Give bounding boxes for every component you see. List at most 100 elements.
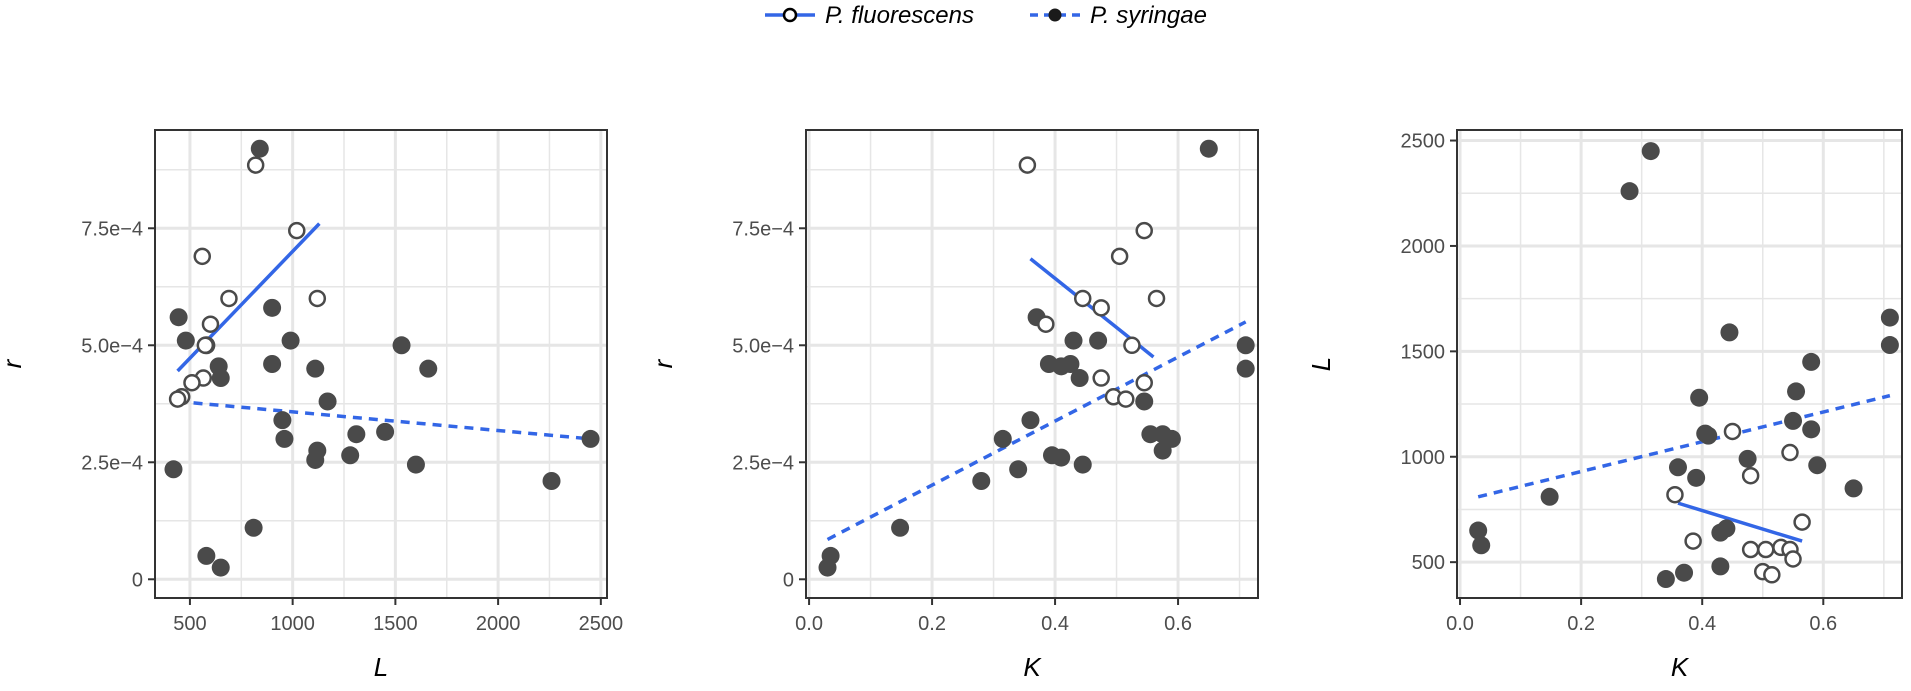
data-point-filled — [1711, 523, 1730, 542]
y-tick-label: 2500 — [1401, 131, 1446, 153]
y-tick-label: 7.5e−4 — [732, 218, 794, 240]
data-point-open — [220, 289, 238, 308]
x-tick-label: 500 — [173, 613, 206, 635]
x-tick-label: 1000 — [270, 613, 315, 635]
data-point-open — [1117, 390, 1135, 408]
data-point-open — [1037, 315, 1055, 333]
fit-line-syringae — [826, 320, 1247, 542]
data-point-filled — [341, 446, 360, 465]
x-axis-title: L — [374, 652, 388, 682]
data-point-filled — [1699, 426, 1718, 445]
gridlines — [806, 130, 1258, 598]
data-point-filled — [1540, 487, 1559, 506]
data-point-open — [1684, 532, 1702, 550]
series-fluorescens — [168, 156, 327, 408]
data-point-open — [1723, 422, 1742, 441]
gridlines — [155, 130, 607, 598]
x-tick-label: 0.0 — [795, 613, 823, 635]
data-point-filled — [306, 359, 325, 378]
data-point-filled — [392, 336, 411, 355]
y-tick-label: 2000 — [1401, 236, 1446, 258]
data-point-filled — [1064, 331, 1083, 350]
data-point-filled — [1472, 536, 1491, 555]
data-point-open — [1110, 247, 1129, 266]
y-axis-title: r — [0, 358, 27, 368]
data-point-open — [1763, 566, 1781, 584]
data-point-filled — [406, 455, 425, 474]
data-point-filled — [197, 546, 216, 565]
data-point-filled — [1668, 458, 1687, 477]
data-point-filled — [169, 308, 188, 327]
y-tick-label: 1000 — [1401, 447, 1446, 469]
data-point-filled — [1675, 563, 1694, 582]
data-point-filled — [1153, 441, 1172, 460]
legend-label-fluorescens: P. fluorescens — [825, 2, 974, 29]
data-point-filled — [1052, 448, 1071, 467]
data-point-filled — [1021, 411, 1040, 430]
y-tick-label: 5.0e−4 — [81, 335, 143, 357]
y-tick-label: 5.0e−4 — [732, 335, 794, 357]
data-point-open — [1135, 221, 1153, 240]
x-tick-label: 0.2 — [1567, 613, 1595, 635]
y-axis-title: L — [1306, 357, 1336, 371]
data-point-filled — [1089, 331, 1108, 350]
y-tick-label: 0 — [783, 569, 794, 591]
data-point-filled — [176, 331, 195, 350]
data-point-open — [1073, 289, 1092, 308]
x-axis-title: K — [1671, 652, 1690, 682]
data-point-filled — [1073, 455, 1092, 474]
x-tick-label: 1500 — [373, 613, 418, 635]
data-point-filled — [244, 518, 263, 537]
data-point-filled — [1620, 182, 1639, 201]
data-point-open — [196, 336, 215, 355]
data-point-filled — [1844, 479, 1863, 498]
data-point-filled — [1711, 557, 1730, 576]
legend-marker-open — [782, 7, 798, 23]
data-point-open — [1666, 485, 1684, 504]
chart-panel-1: 500 1000 1500 2000 2500 0 2.5e−4 5.0e−4 7.5e−4 Lr — [0, 129, 623, 682]
x-tick-label: 0.4 — [1041, 613, 1069, 635]
fit-line-fluorescens — [1677, 501, 1803, 543]
data-point-filled — [1236, 336, 1255, 355]
data-point-filled — [581, 429, 600, 448]
data-point-open — [1781, 443, 1799, 462]
data-point-filled — [1738, 449, 1757, 468]
data-point-open — [1757, 540, 1775, 559]
data-point-filled — [211, 369, 230, 388]
legend-item-fluorescens: P. fluorescens — [765, 2, 974, 29]
data-point-filled — [1469, 521, 1488, 540]
data-point-open — [1784, 550, 1802, 568]
data-point-filled — [1787, 382, 1806, 401]
data-point-filled — [1720, 323, 1739, 342]
data-point-filled — [275, 429, 294, 448]
data-point-filled — [1061, 355, 1080, 373]
data-point-open — [1147, 289, 1166, 308]
data-point-open — [1092, 299, 1110, 317]
data-point-open — [201, 315, 220, 333]
data-point-open — [1123, 336, 1141, 355]
legend-label-syringae: P. syringae — [1090, 2, 1207, 29]
data-point-filled — [281, 331, 300, 350]
data-point-filled — [1656, 570, 1675, 589]
plot-frame — [805, 129, 1259, 599]
data-point-filled — [1880, 308, 1899, 327]
legend-item-syringae: P. syringae — [1030, 2, 1207, 29]
series-fluorescens — [1018, 156, 1166, 408]
data-point-open — [1793, 513, 1811, 531]
data-point-filled — [250, 139, 269, 158]
data-point-filled — [993, 429, 1012, 448]
x-tick-label: 0.6 — [1164, 613, 1192, 635]
data-point-filled — [1141, 425, 1160, 444]
data-point-filled — [542, 472, 561, 490]
data-point-open — [1741, 540, 1760, 559]
x-tick-label: 0.4 — [1688, 613, 1716, 635]
data-point-filled — [1808, 456, 1827, 475]
x-tick-label: 2000 — [476, 613, 521, 635]
gridlines — [1457, 130, 1902, 598]
data-point-filled — [211, 558, 230, 577]
series-syringae — [1469, 142, 1899, 589]
data-point-filled — [818, 558, 837, 577]
data-point-filled — [1070, 369, 1089, 388]
data-point-filled — [306, 450, 325, 469]
